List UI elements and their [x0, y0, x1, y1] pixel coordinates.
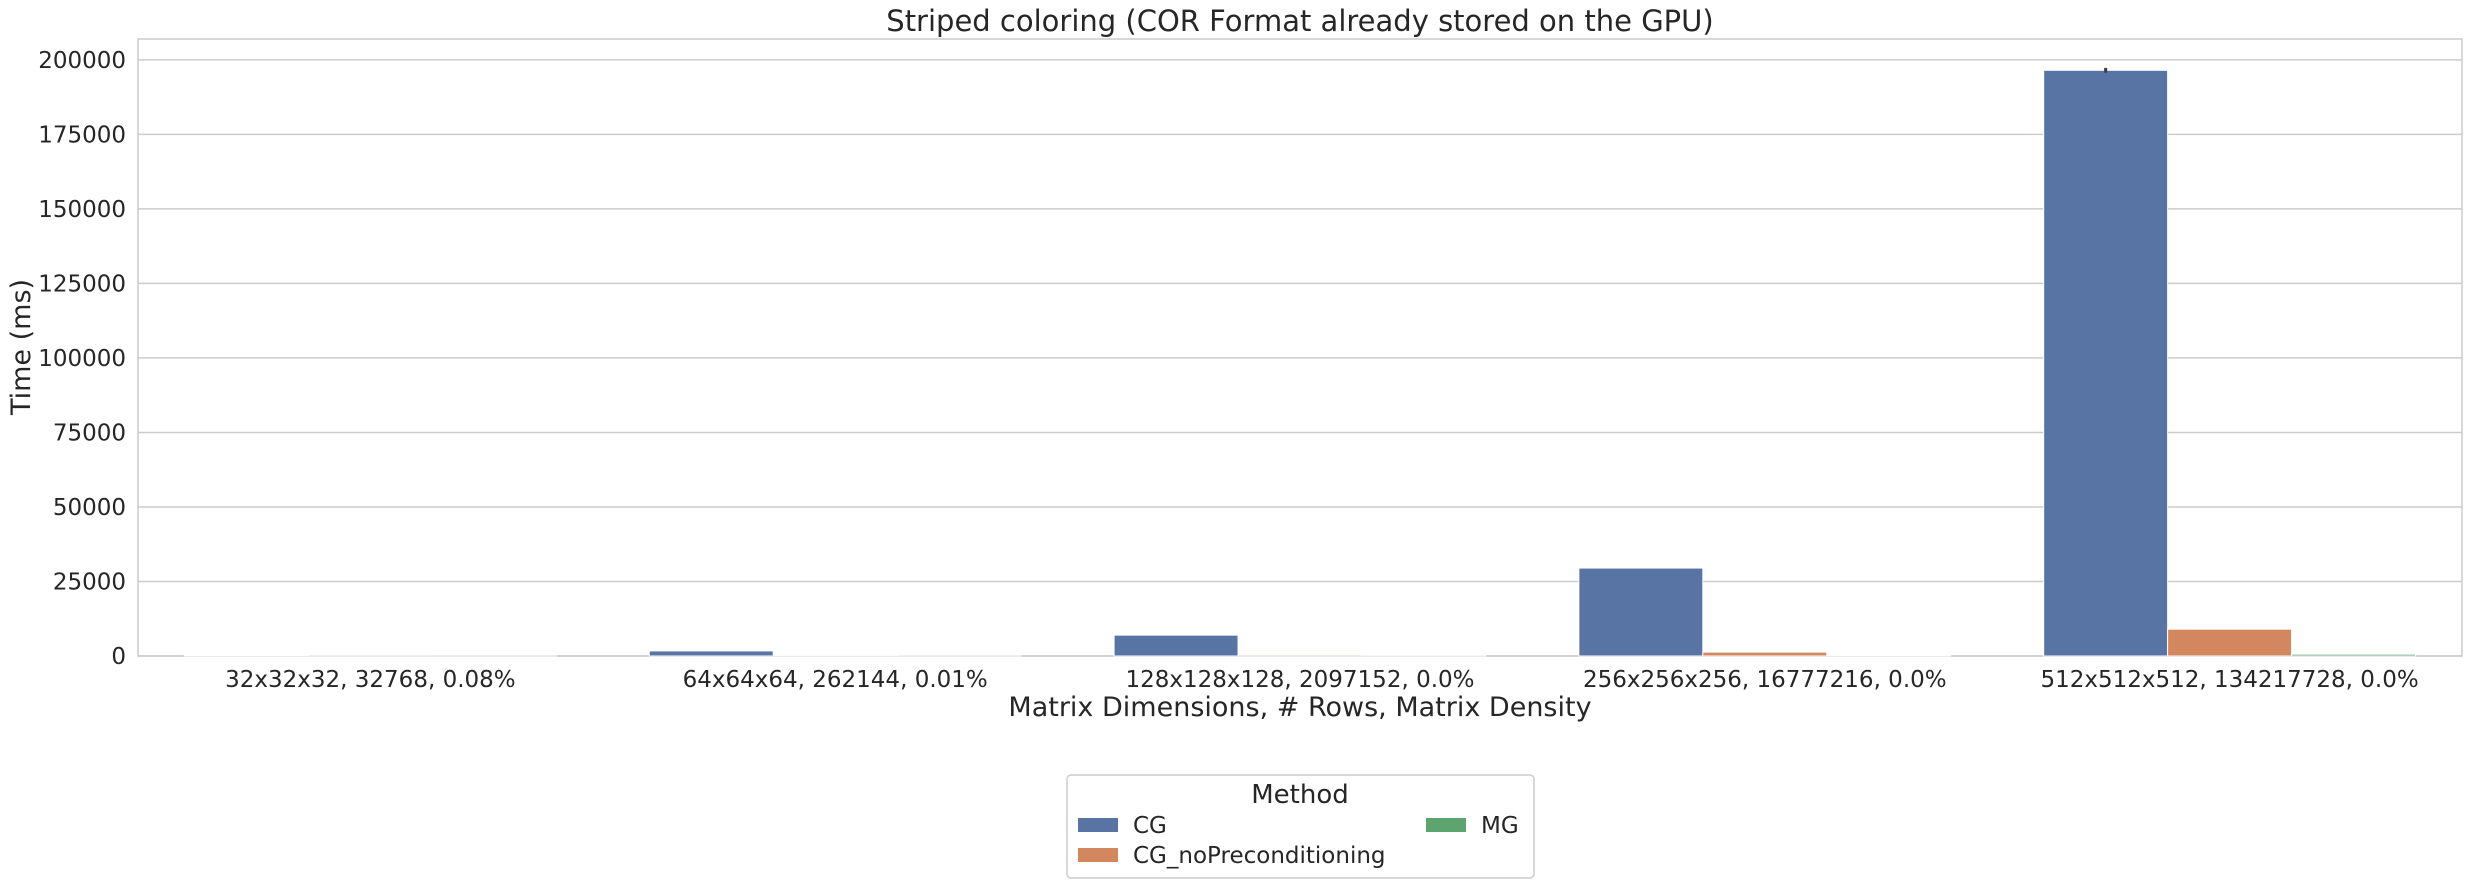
legend-swatch-cg-nopreconditioning — [1078, 848, 1118, 862]
bar-cg-4 — [2043, 69, 2169, 657]
legend-label-cg: CG — [1133, 813, 1167, 839]
y-tick-label-6: 150000 — [38, 197, 126, 223]
legend-title: Method — [1251, 780, 1349, 810]
y-tick-label-4: 100000 — [38, 346, 126, 372]
bar-mg-4 — [2291, 653, 2417, 657]
bar-cg-3 — [1578, 567, 1704, 657]
x-tick-label-4: 512x512x512, 134217728, 0.0% — [2040, 667, 2418, 693]
bar-cg-nopreconditioning-4 — [2167, 628, 2293, 657]
y-axis-ticks: 0 25000 50000 75000 100000 125000 150000 175000… — [38, 48, 126, 670]
x-axis-label: Matrix Dimensions, # Rows, Matrix Densit… — [1008, 692, 1591, 723]
y-tick-label-7: 175000 — [38, 122, 126, 148]
legend-swatch-cg — [1078, 818, 1118, 832]
y-axis-label: Time (ms) — [6, 279, 37, 416]
x-tick-label-2: 128x128x128, 2097152, 0.0% — [1125, 667, 1474, 693]
y-tick-label-2: 50000 — [53, 495, 126, 521]
x-tick-label-1: 64x64x64, 262144, 0.01% — [683, 667, 988, 693]
bar-mg-3 — [1826, 654, 1952, 657]
x-axis-ticks: 32x32x32, 32768, 0.08% 64x64x64, 262144, … — [225, 667, 2419, 693]
legend-label-mg: MG — [1481, 813, 1519, 839]
x-tick-label-3: 256x256x256, 16777216, 0.0% — [1583, 667, 1947, 693]
bars — [183, 67, 2417, 657]
bar-cg-nopreconditioning-3 — [1702, 651, 1828, 657]
chart-title: Striped coloring (COR Format already sto… — [886, 4, 1713, 38]
x-tick-label-0: 32x32x32, 32768, 0.08% — [225, 667, 516, 693]
bar-cg-0 — [183, 654, 309, 657]
legend-frame — [1066, 774, 1535, 879]
bar-cg-2 — [1113, 634, 1239, 657]
y-tick-label-3: 75000 — [53, 420, 126, 446]
legend: Method CG CG_noPreconditioning MG — [1066, 774, 1535, 879]
y-tick-label-5: 125000 — [38, 271, 126, 297]
bar-cg-1 — [648, 650, 774, 657]
legend-label-cg-nopreconditioning: CG_noPreconditioning — [1133, 843, 1386, 869]
legend-swatch-mg — [1426, 818, 1466, 832]
bar-cg-nopreconditioning-2 — [1237, 654, 1363, 657]
y-tick-label-8: 200000 — [38, 48, 126, 74]
y-tick-label-1: 25000 — [53, 569, 126, 595]
legend-items: CG CG_noPreconditioning MG — [1078, 813, 1519, 869]
y-tick-label-0: 0 — [111, 644, 126, 670]
